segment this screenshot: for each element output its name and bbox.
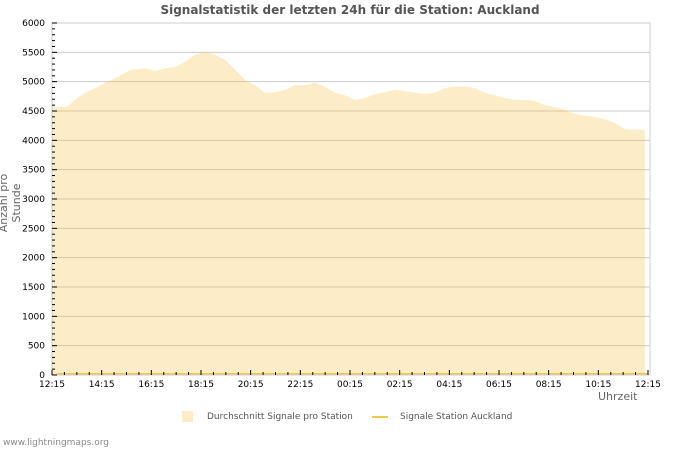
y-axis-label: Anzahl pro Stunde <box>0 173 23 233</box>
svg-text:3500: 3500 <box>22 166 45 176</box>
svg-text:02:15: 02:15 <box>387 380 413 390</box>
svg-text:08:15: 08:15 <box>536 380 562 390</box>
x-axis-label: Uhrzeit <box>598 390 638 403</box>
area-swatch-icon <box>182 411 193 422</box>
y-axis-ticks: 0 500 1000 1500 2000 2500 3000 3500 4000 4500 5000… <box>22 19 57 381</box>
average-signals-area <box>52 51 645 375</box>
legend: Durchschnitt Signale pro Station Signale… <box>0 411 700 427</box>
svg-text:20:15: 20:15 <box>238 380 264 390</box>
legend-label: Durchschnitt Signale pro Station <box>207 411 353 422</box>
line-swatch-icon <box>372 416 388 418</box>
svg-text:4000: 4000 <box>22 136 45 146</box>
svg-text:5000: 5000 <box>22 78 45 88</box>
svg-text:06:15: 06:15 <box>486 380 512 390</box>
svg-text:6000: 6000 <box>22 19 45 29</box>
svg-text:2000: 2000 <box>22 254 45 264</box>
svg-text:4500: 4500 <box>22 107 45 117</box>
svg-text:14:15: 14:15 <box>89 380 115 390</box>
svg-text:1000: 1000 <box>22 312 45 322</box>
legend-item-station[interactable]: Signale Station Auckland <box>372 412 512 422</box>
svg-text:5500: 5500 <box>22 48 45 58</box>
footer-link[interactable]: www.lightningmaps.org <box>3 438 109 448</box>
svg-text:1500: 1500 <box>22 283 45 293</box>
svg-text:12:15: 12:15 <box>635 380 661 390</box>
svg-text:04:15: 04:15 <box>436 380 462 390</box>
svg-text:16:15: 16:15 <box>138 380 164 390</box>
svg-text:2500: 2500 <box>22 224 45 234</box>
svg-text:12:15: 12:15 <box>39 380 65 390</box>
svg-text:500: 500 <box>28 342 45 352</box>
legend-item-average[interactable]: Durchschnitt Signale pro Station <box>182 411 353 422</box>
svg-text:00:15: 00:15 <box>337 380 363 390</box>
chart-title: Signalstatistik der letzten 24h für die … <box>160 3 540 17</box>
legend-label: Signale Station Auckland <box>400 412 513 422</box>
x-axis-ticks: 12:15 14:15 16:15 18:15 20:15 22:15 00:15 02:15… <box>39 370 661 390</box>
svg-text:0: 0 <box>39 371 45 381</box>
svg-text:22:15: 22:15 <box>287 380 313 390</box>
svg-text:18:15: 18:15 <box>188 380 214 390</box>
svg-text:10:15: 10:15 <box>585 380 611 390</box>
svg-text:3000: 3000 <box>22 195 45 205</box>
